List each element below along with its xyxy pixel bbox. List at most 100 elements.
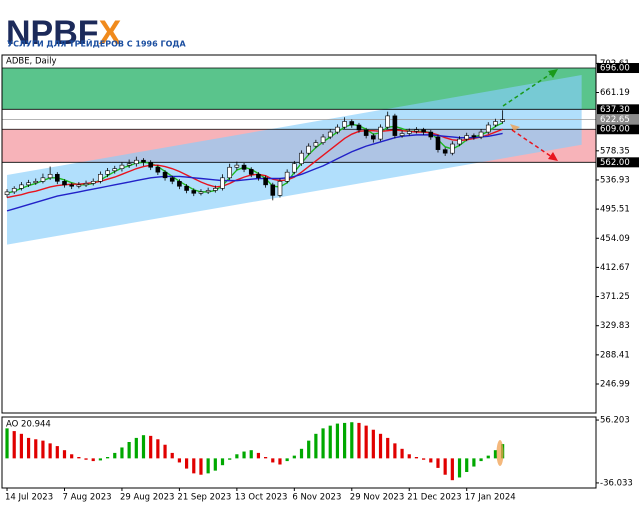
level-label: 637.30 — [600, 105, 630, 115]
x-tick-label: 14 Jul 2023 — [5, 493, 53, 503]
main-plot — [2, 67, 596, 245]
ao-bar — [5, 428, 9, 459]
ao-title: AO 20.944 — [6, 420, 51, 430]
candle-body — [47, 173, 53, 179]
trend-channel — [7, 75, 582, 245]
ao-bar — [19, 433, 23, 459]
candle-body — [414, 129, 419, 132]
y-tick-label: 578.35 — [600, 146, 630, 156]
ao-bar — [328, 425, 332, 459]
x-tick-label: 21 Dec 2023 — [407, 493, 461, 503]
logo-tagline: УСЛУГИ ДЛЯ ТРЕЙДЕРОВ С 1996 ГОДА — [7, 38, 186, 49]
logo: NPBFX УСЛУГИ ДЛЯ ТРЕЙДЕРОВ С 1996 ГОДА — [6, 14, 186, 52]
ao-bar — [213, 458, 217, 471]
moving-average — [6, 132, 503, 212]
ao-bar — [486, 455, 490, 459]
candle-body — [248, 169, 254, 175]
candle-body — [119, 164, 125, 169]
candle-body — [141, 159, 146, 163]
ao-bar — [177, 458, 182, 463]
ao-bar — [77, 456, 81, 459]
candle-body — [19, 184, 24, 189]
level-label: 696.00 — [600, 64, 630, 74]
ao-bar — [12, 431, 16, 459]
ao-bar — [314, 433, 318, 459]
candle-body — [299, 152, 304, 165]
candle-body — [213, 188, 218, 191]
ao-bar — [163, 444, 167, 459]
candle-body — [184, 185, 189, 191]
ao-bar — [127, 442, 131, 459]
candle-body — [26, 182, 31, 186]
candle-body — [284, 171, 290, 182]
ao-highlight — [496, 440, 504, 466]
ao-bar — [249, 450, 253, 459]
ao-bar — [105, 456, 110, 459]
candle-body — [191, 190, 197, 194]
ao-bar — [400, 448, 404, 459]
down-arrowhead — [548, 152, 558, 161]
ao-bar — [264, 456, 268, 459]
ao-bar — [134, 437, 138, 459]
y-tick-label: 56.203 — [600, 416, 630, 426]
logo-mark: X — [99, 14, 122, 52]
ao-bar — [307, 440, 311, 459]
y-tick-label: 661.19 — [600, 88, 630, 98]
ao-bar — [335, 423, 340, 459]
level-box — [597, 157, 639, 168]
ao-plot — [5, 422, 505, 481]
ao-bar — [393, 443, 397, 459]
ao-bar — [149, 435, 153, 459]
candle-body — [399, 133, 405, 136]
ao-bar — [41, 440, 45, 459]
candle-body — [76, 184, 82, 187]
current-price-label: 622.65 — [600, 115, 630, 125]
ao-bar — [357, 422, 361, 459]
ao-bar — [493, 450, 498, 459]
ao-bar — [242, 451, 246, 459]
chart-title: ADBE, Daily — [6, 57, 56, 67]
ao-bar — [120, 447, 124, 459]
marker — [510, 124, 520, 131]
candle-body — [306, 145, 311, 154]
ao-bar — [343, 422, 347, 459]
ao-bar — [235, 454, 239, 459]
candle-body — [83, 183, 89, 186]
candle-body — [69, 184, 74, 187]
level-label: 562.00 — [600, 158, 630, 168]
logo-name: NPBF — [6, 14, 99, 52]
candle-body — [464, 135, 470, 140]
current-price-box — [597, 114, 639, 125]
candle-body — [378, 126, 383, 140]
ao-bar — [278, 458, 282, 465]
x-tick-label: 7 Aug 2023 — [62, 493, 111, 503]
ao-bar — [422, 458, 426, 460]
candle-body — [493, 121, 498, 126]
candle-body — [327, 131, 333, 138]
candle-body — [428, 131, 434, 138]
candle-body — [500, 119, 505, 122]
candle-body — [40, 177, 46, 182]
y-tick-label: 288.41 — [600, 350, 630, 360]
candle-body — [292, 163, 297, 173]
ao-bar — [321, 428, 325, 459]
candle-body — [4, 191, 10, 195]
candle-body — [11, 188, 17, 193]
ao-bar — [472, 458, 476, 467]
level-box — [597, 63, 639, 74]
ao-frame — [1, 416, 597, 489]
x-tick-label: 29 Aug 2023 — [120, 493, 174, 503]
candle-body — [33, 181, 39, 184]
candle-body — [485, 124, 491, 133]
ao-bar — [414, 456, 419, 459]
ao-bar — [436, 458, 440, 468]
candle-body — [62, 181, 67, 186]
candle-body — [335, 126, 340, 133]
y-tick-label: 412.67 — [600, 263, 630, 273]
ao-bar — [70, 454, 74, 459]
ao-bar — [206, 458, 210, 474]
ao-bar — [285, 458, 289, 462]
ao-bar — [34, 439, 38, 459]
candle-body — [342, 121, 347, 128]
